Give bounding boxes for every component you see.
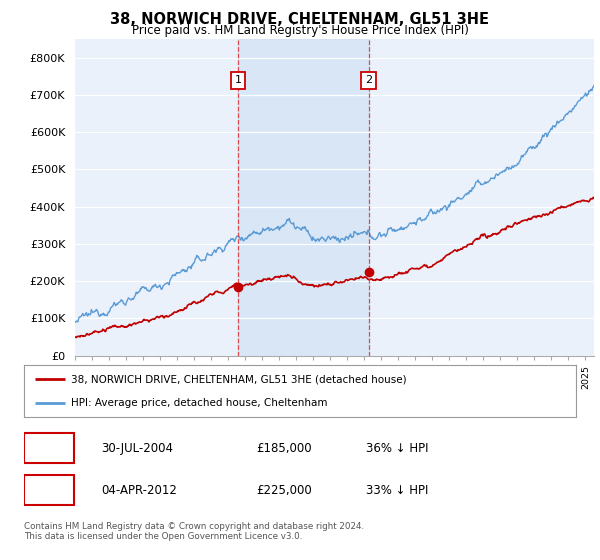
Text: 38, NORWICH DRIVE, CHELTENHAM, GL51 3HE (detached house): 38, NORWICH DRIVE, CHELTENHAM, GL51 3HE … [71,374,407,384]
Text: HPI: Average price, detached house, Cheltenham: HPI: Average price, detached house, Chel… [71,398,328,408]
Text: £225,000: £225,000 [256,484,311,497]
Text: 38, NORWICH DRIVE, CHELTENHAM, GL51 3HE: 38, NORWICH DRIVE, CHELTENHAM, GL51 3HE [110,12,490,27]
Text: 30-JUL-2004: 30-JUL-2004 [101,442,173,455]
Text: Price paid vs. HM Land Registry's House Price Index (HPI): Price paid vs. HM Land Registry's House … [131,24,469,37]
Text: Contains HM Land Registry data © Crown copyright and database right 2024.
This d: Contains HM Land Registry data © Crown c… [24,522,364,542]
Text: 36% ↓ HPI: 36% ↓ HPI [366,442,429,455]
Text: 2: 2 [45,484,53,497]
Text: 1: 1 [235,76,242,85]
Text: 2: 2 [365,76,372,85]
Text: £185,000: £185,000 [256,442,311,455]
Text: 33% ↓ HPI: 33% ↓ HPI [366,484,428,497]
FancyBboxPatch shape [24,433,74,464]
Text: 04-APR-2012: 04-APR-2012 [101,484,177,497]
Text: 1: 1 [45,442,53,455]
FancyBboxPatch shape [24,475,74,505]
Bar [238,39,368,356]
